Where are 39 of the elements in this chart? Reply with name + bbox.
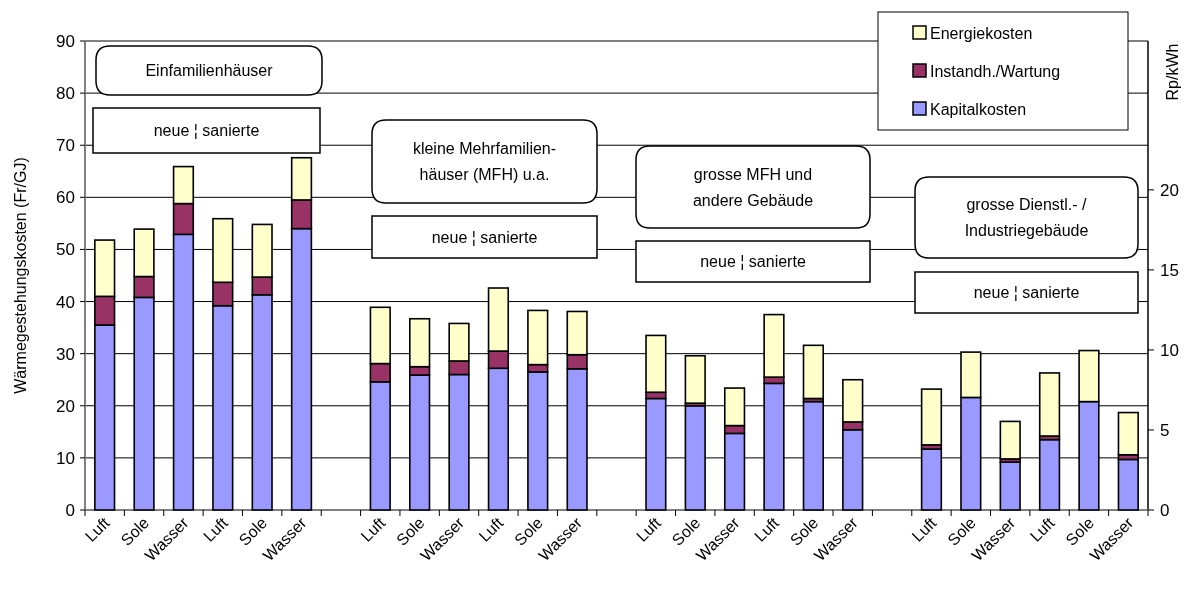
x-tick-label: Luft xyxy=(1026,513,1059,545)
y-tick-label: 0 xyxy=(65,500,75,520)
y2-tick-label: 0 xyxy=(1160,500,1170,520)
x-tick-label: Luft xyxy=(357,513,389,545)
y-axis-title: Wärmegestehungskosten (Fr/GJ) xyxy=(12,157,29,394)
y-tick-label: 20 xyxy=(56,396,75,416)
y-tick-label: 90 xyxy=(56,31,75,51)
annotation: neue ¦ sanierte xyxy=(973,284,1080,302)
y2-tick-label: 15 xyxy=(1160,260,1179,280)
y-tick-label: 60 xyxy=(56,188,75,208)
y2-tick-label: 20 xyxy=(1160,180,1179,200)
annotation: Einfamilienhäuser xyxy=(145,62,274,80)
y2-tick-label: 10 xyxy=(1160,340,1179,360)
legend-label: Energiekosten xyxy=(930,24,1033,42)
y-tick-label: 40 xyxy=(56,292,75,312)
y-tick-label: 80 xyxy=(56,84,75,104)
annotation: grosse Dienstl.- / Industriegebäude xyxy=(964,196,1089,240)
x-tick-label: Luft xyxy=(200,513,232,545)
y-tick-label: 10 xyxy=(56,448,75,468)
y-tick-label: 30 xyxy=(56,344,75,364)
bar xyxy=(999,461,1021,511)
y-tick-label: 50 xyxy=(56,240,75,260)
annotation: neue ¦ sanierte xyxy=(153,122,260,140)
legend-label: Instandh./Wartung xyxy=(930,62,1061,80)
x-tick-label: Luft xyxy=(908,513,940,545)
x-tick-label: Luft xyxy=(81,513,114,545)
x-tick-label: Luft xyxy=(751,513,783,545)
y-tick-label: 70 xyxy=(56,136,75,156)
legend-label: Kapitalkosten xyxy=(930,100,1027,118)
annotation: neue ¦ sanierte xyxy=(700,253,806,271)
annotation: kleine Mehrfamilien- häuser (MFH) u.a. xyxy=(412,140,557,184)
x-tick-label: Luft xyxy=(633,513,665,545)
y2-tick-label: 5 xyxy=(1160,420,1170,440)
annotation: neue ¦ sanierte xyxy=(431,228,538,246)
annotation: grosse MFH und andere Gebäude xyxy=(692,165,814,209)
x-tick-label: Luft xyxy=(475,513,507,545)
bar xyxy=(1117,458,1139,511)
bar xyxy=(1117,411,1139,456)
y2-axis-title: Rp/kWh xyxy=(1164,43,1181,101)
